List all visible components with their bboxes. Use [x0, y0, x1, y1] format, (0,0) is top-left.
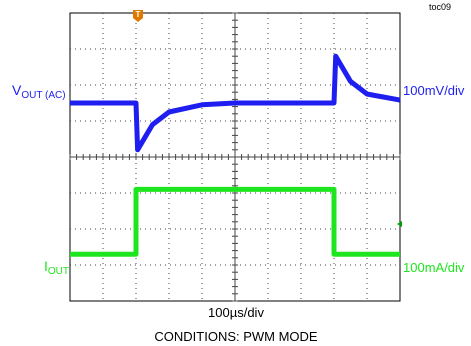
- iout-label: IOUT: [44, 258, 69, 277]
- level-marker-icon: [397, 221, 402, 227]
- trigger-marker-shape: [133, 10, 143, 22]
- iout-scale-label: 100mA/div: [403, 260, 465, 275]
- trigger-marker-label: T: [136, 10, 141, 19]
- figure-id: toc09: [429, 2, 451, 12]
- x-axis-label: 100µs/div: [208, 305, 264, 320]
- vout-scale-label: 100mV/div: [403, 83, 465, 98]
- graticule: [69, 12, 401, 302]
- trigger-marker: T: [133, 10, 143, 22]
- caption: CONDITIONS: PWM MODE: [154, 329, 318, 344]
- trace-iout: [70, 186, 400, 257]
- vout-label: VOUT (AC): [12, 82, 66, 101]
- trace-vout: [70, 53, 401, 153]
- traces: [70, 53, 401, 257]
